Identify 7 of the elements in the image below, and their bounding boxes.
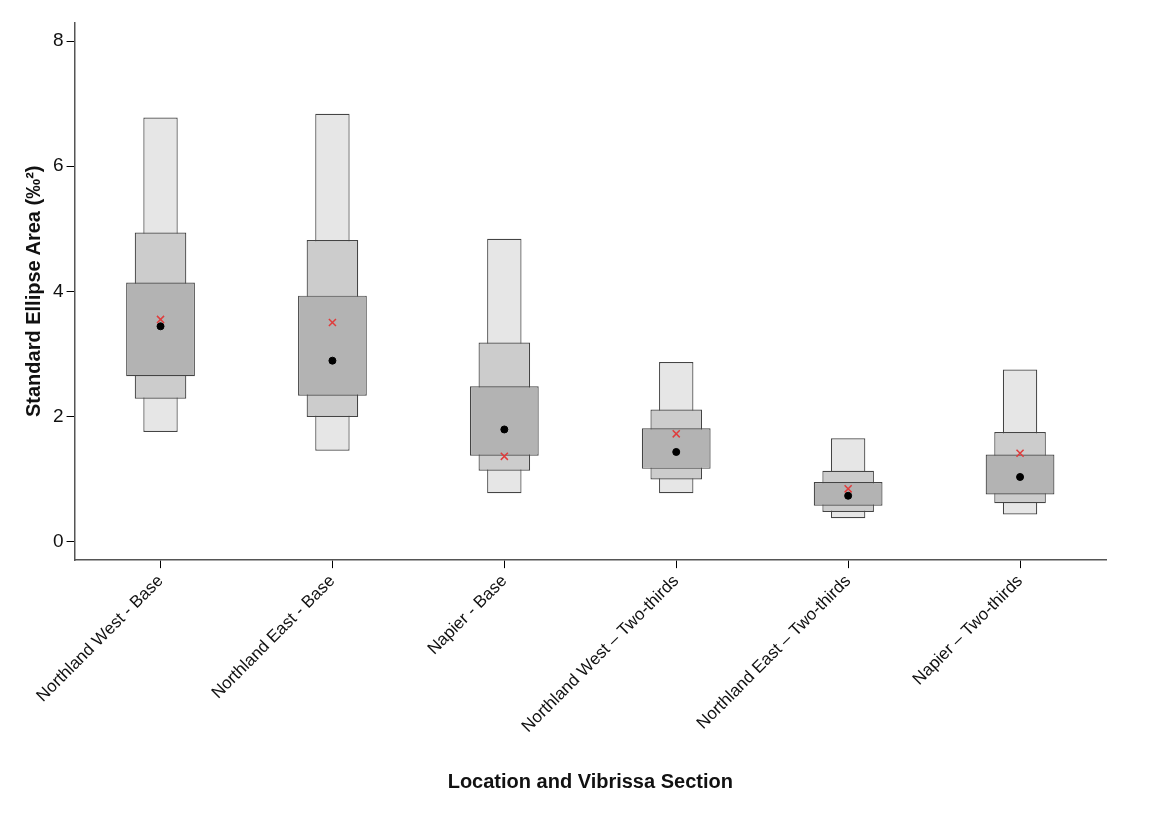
y-axis-title: Standard Ellipse Area (‰²) [21,165,44,418]
y-tick-label: 4 [52,279,64,301]
y-tick-label: 0 [52,529,64,551]
y-tick-label: 6 [52,154,64,176]
x-axis-title: Location and Vibrissa Section [447,769,733,792]
y-tick-label: 8 [52,29,64,51]
y-tick-label: 2 [52,404,64,426]
